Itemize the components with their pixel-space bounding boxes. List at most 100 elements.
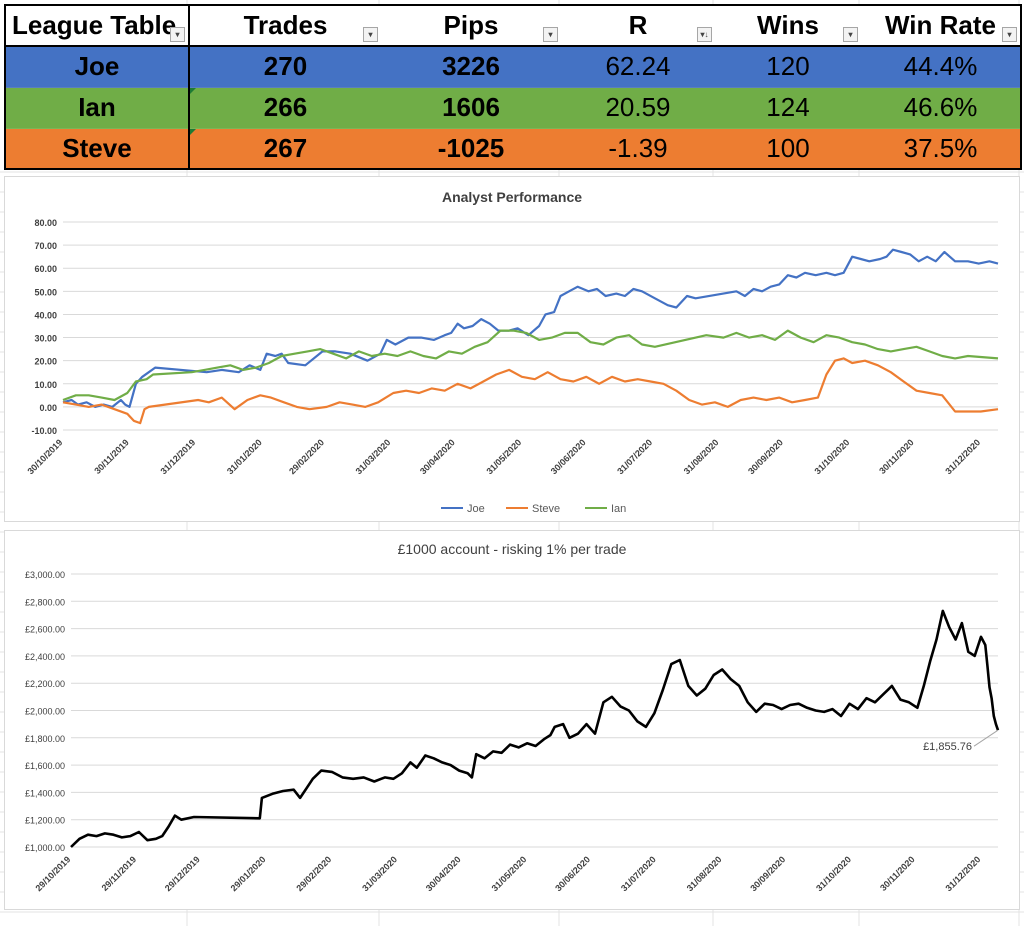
x-tick-label: 31/07/2020 xyxy=(615,437,654,476)
table-row: Joe 270 3226 62.24 120 44.4% xyxy=(5,46,1021,88)
series-line-balance xyxy=(70,609,1000,848)
header-label: Pips xyxy=(443,10,499,40)
cell-win-rate[interactable]: 46.6% xyxy=(861,87,1021,129)
x-tick-label: 30/04/2020 xyxy=(418,437,457,476)
x-tick-label: 29/10/2019 xyxy=(33,854,72,893)
account-balance-plot: £1,000.00 £1,200.00 £1,400.00 £1,600.00 £1,8… xyxy=(25,570,1000,893)
analyst-performance-chart[interactable]: Analyst Performance -10.00 0.00 10.00 20.00… xyxy=(4,176,1020,522)
x-tick-label: 29/02/2020 xyxy=(287,437,326,476)
legend-entry: Ian xyxy=(611,503,626,515)
cell-wins[interactable]: 120 xyxy=(715,46,861,88)
x-tick-label: 29/02/2020 xyxy=(294,854,333,893)
y-tick-label: -10.00 xyxy=(31,426,57,436)
legend-entry: Steve xyxy=(532,503,560,515)
x-tick-label: 30/06/2020 xyxy=(549,437,588,476)
x-tick-label: 31/12/2019 xyxy=(158,437,197,476)
annotation-leader xyxy=(973,729,999,747)
cell-value: 267 xyxy=(263,132,308,163)
x-tick-label: 30/11/2019 xyxy=(92,437,131,476)
legend-entry: Joe xyxy=(467,503,485,515)
cell-name[interactable]: Ian xyxy=(5,87,190,129)
analyst-performance-plot: -10.00 0.00 10.00 20.00 30.00 40.00 50.00 60.00… xyxy=(25,218,999,515)
x-tick-label: 29/01/2020 xyxy=(229,854,268,893)
x-tick-label: 31/07/2020 xyxy=(619,854,658,893)
filter-dropdown-icon[interactable]: ▾ xyxy=(543,27,558,42)
y-tick-label: 50.00 xyxy=(34,287,57,297)
cell-win-rate[interactable]: 44.4% xyxy=(861,46,1021,88)
cell-pips[interactable]: 1606 xyxy=(381,87,561,129)
cell-name[interactable]: Steve xyxy=(5,128,190,169)
y-tick-label: £2,800.00 xyxy=(25,597,65,607)
table-row: Ian 266 1606 20.59 124 46.6% xyxy=(5,87,1021,129)
x-tick-label: 30/11/2020 xyxy=(878,854,917,893)
x-tick-label: 31/03/2020 xyxy=(360,854,399,893)
filter-dropdown-icon[interactable]: ▾ xyxy=(363,27,378,42)
sort-descending-icon[interactable]: ▾↓ xyxy=(697,27,712,42)
x-tick-label: 31/10/2020 xyxy=(814,854,853,893)
header-pips: Pips ▾ xyxy=(381,5,561,47)
x-tick-label: 31/10/2020 xyxy=(813,437,852,476)
y-tick-label: 0.00 xyxy=(39,403,57,413)
y-tick-label: £1,000.00 xyxy=(25,843,65,853)
cell-name[interactable]: Joe xyxy=(5,46,190,88)
series-line-steve xyxy=(62,357,999,425)
cell-note-icon xyxy=(190,128,196,135)
table-row: Steve 267 -1025 -1.39 100 37.5% xyxy=(5,128,1021,169)
filter-dropdown-icon[interactable]: ▾ xyxy=(170,27,185,42)
header-win-rate: Win Rate ▾ xyxy=(861,5,1021,47)
x-tick-label: 30/11/2020 xyxy=(877,437,916,476)
header-league-table: League Table ▾ xyxy=(5,5,190,47)
chart-title: Analyst Performance xyxy=(441,189,583,205)
y-tick-label: 80.00 xyxy=(34,218,57,228)
x-tick-label: 31/08/2020 xyxy=(685,854,724,893)
cell-pips[interactable]: -1025 xyxy=(381,128,561,169)
header-trades: Trades ▾ xyxy=(189,5,381,47)
header-label: Win Rate xyxy=(885,10,996,40)
cell-trades[interactable]: 270 xyxy=(189,46,381,88)
cell-trades[interactable]: 267 xyxy=(189,128,381,169)
x-tick-label: 30/09/2020 xyxy=(746,437,785,476)
filter-dropdown-icon[interactable]: ▾ xyxy=(843,27,858,42)
header-label: Trades xyxy=(243,10,328,40)
x-tick-label: 31/05/2020 xyxy=(490,854,529,893)
cell-pips[interactable]: 3226 xyxy=(381,46,561,88)
series-line-joe xyxy=(62,248,999,408)
cell-wins[interactable]: 100 xyxy=(715,128,861,169)
cell-r[interactable]: 20.59 xyxy=(561,87,715,129)
end-value-label: £1,855.76 xyxy=(923,741,972,753)
y-tick-label: 20.00 xyxy=(34,357,57,367)
x-tick-label: 31/05/2020 xyxy=(484,437,523,476)
x-tick-label: 31/12/2020 xyxy=(943,437,982,476)
header-label: Wins xyxy=(757,10,819,40)
y-tick-label: £1,800.00 xyxy=(25,734,65,744)
account-balance-chart[interactable]: £1000 account - risking 1% per trade £1,… xyxy=(4,530,1020,910)
league-table: League Table ▾ Trades ▾ Pips ▾ R ▾↓ Wins ▾ Wi… xyxy=(4,4,1022,170)
cell-r[interactable]: 62.24 xyxy=(561,46,715,88)
league-header-row: League Table ▾ Trades ▾ Pips ▾ R ▾↓ Wins ▾ Wi… xyxy=(5,5,1021,47)
header-label: League Table xyxy=(12,10,177,40)
y-tick-label: £3,000.00 xyxy=(25,570,65,580)
cell-win-rate[interactable]: 37.5% xyxy=(861,128,1021,169)
header-wins: Wins ▾ xyxy=(715,5,861,47)
filter-dropdown-icon[interactable]: ▾ xyxy=(1002,27,1017,42)
y-tick-label: 70.00 xyxy=(34,241,57,251)
x-tick-label: 29/11/2019 xyxy=(100,854,139,893)
x-tick-label: 30/10/2019 xyxy=(25,437,64,476)
y-tick-label: 40.00 xyxy=(34,310,57,320)
cell-note-icon xyxy=(190,87,196,94)
x-tick-label: 31/03/2020 xyxy=(354,437,393,476)
y-tick-label: £2,200.00 xyxy=(25,679,65,689)
cell-r[interactable]: -1.39 xyxy=(561,128,715,169)
x-tick-label: 31/08/2020 xyxy=(682,437,721,476)
y-tick-label: £2,400.00 xyxy=(25,652,65,662)
x-tick-label: 31/01/2020 xyxy=(225,437,264,476)
cell-trades[interactable]: 266 xyxy=(189,87,381,129)
cell-value: 266 xyxy=(263,92,308,122)
y-tick-label: £2,600.00 xyxy=(25,625,65,635)
series-line-ian xyxy=(62,329,999,402)
y-tick-label: £2,000.00 xyxy=(25,707,65,717)
y-tick-label: 60.00 xyxy=(34,264,57,274)
x-tick-label: 30/09/2020 xyxy=(748,854,787,893)
x-tick-label: 30/06/2020 xyxy=(553,854,592,893)
cell-wins[interactable]: 124 xyxy=(715,87,861,129)
